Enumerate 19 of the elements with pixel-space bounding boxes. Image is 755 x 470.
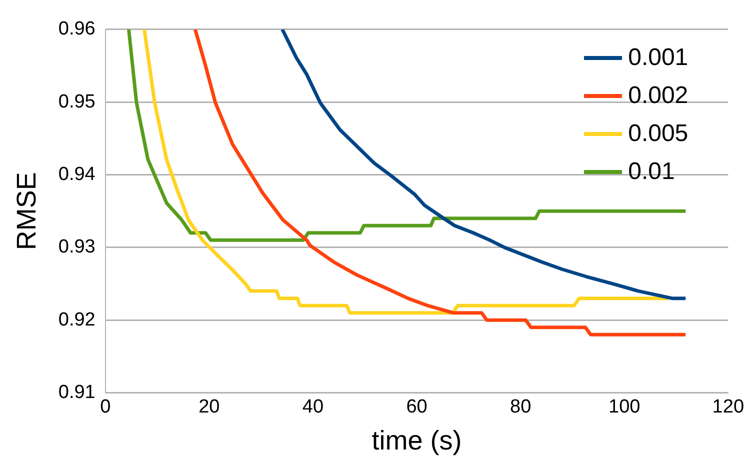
y-tick-label: 0.93 <box>58 236 96 258</box>
legend-label: 0.01 <box>628 158 675 186</box>
x-axis-title: time (s) <box>372 425 462 456</box>
x-tick-label: 40 <box>302 396 324 418</box>
x-tick-label: 60 <box>406 396 428 418</box>
legend-label: 0.002 <box>628 82 688 110</box>
y-tick-label: 0.94 <box>58 164 96 185</box>
y-tick-label: 0.91 <box>58 382 96 404</box>
y-tick-label: 0.92 <box>58 309 96 330</box>
y-tick-label: 0.95 <box>58 91 96 112</box>
y-axis-title: RMSE <box>12 172 42 250</box>
x-tick-label: 100 <box>608 396 640 418</box>
legend-label: 0.001 <box>628 44 688 72</box>
x-tick-label: 0 <box>100 396 111 418</box>
x-tick-label: 120 <box>712 396 744 418</box>
x-tick-label: 80 <box>510 396 532 418</box>
y-tick-label: 0.96 <box>58 18 96 40</box>
legend-label: 0.005 <box>628 120 688 148</box>
x-tick-label: 20 <box>198 396 220 418</box>
